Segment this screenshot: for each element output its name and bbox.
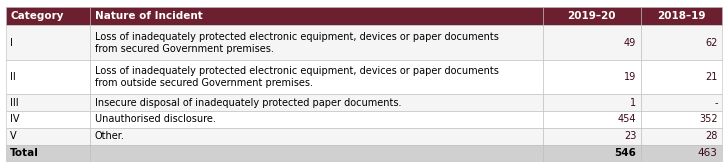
Bar: [543, 94, 641, 111]
Bar: [543, 7, 641, 25]
Bar: [641, 25, 722, 60]
Bar: [6, 60, 90, 94]
Text: 546: 546: [614, 148, 636, 158]
Text: Total: Total: [10, 148, 39, 158]
Bar: [6, 128, 90, 144]
Bar: [641, 94, 722, 111]
Bar: [90, 128, 543, 144]
Bar: [543, 128, 641, 144]
Text: Insecure disposal of inadequately protected paper documents.: Insecure disposal of inadequately protec…: [95, 98, 401, 108]
Text: -: -: [714, 98, 718, 108]
Bar: [543, 25, 641, 60]
Text: 28: 28: [705, 131, 718, 141]
Bar: [90, 25, 543, 60]
Bar: [641, 60, 722, 94]
Text: 62: 62: [705, 38, 718, 48]
Bar: [6, 94, 90, 111]
Bar: [90, 7, 543, 25]
Text: Other.: Other.: [95, 131, 124, 141]
Bar: [6, 25, 90, 60]
Text: Nature of Incident: Nature of Incident: [95, 11, 202, 21]
Text: Loss of inadequately protected electronic equipment, devices or paper documents
: Loss of inadequately protected electroni…: [95, 66, 499, 88]
Text: Loss of inadequately protected electronic equipment, devices or paper documents
: Loss of inadequately protected electroni…: [95, 32, 499, 54]
Bar: [641, 144, 722, 161]
Text: 49: 49: [624, 38, 636, 48]
Bar: [90, 60, 543, 94]
Text: 352: 352: [699, 114, 718, 124]
Bar: [641, 7, 722, 25]
Text: 454: 454: [617, 114, 636, 124]
Bar: [543, 111, 641, 128]
Bar: [90, 111, 543, 128]
Bar: [6, 111, 90, 128]
Text: 1: 1: [630, 98, 636, 108]
Text: 23: 23: [624, 131, 636, 141]
Bar: [6, 7, 90, 25]
Text: Unauthorised disclosure.: Unauthorised disclosure.: [95, 114, 215, 124]
Text: 2019–20: 2019–20: [568, 11, 616, 21]
Bar: [543, 144, 641, 161]
Text: IV: IV: [10, 114, 20, 124]
Text: II: II: [10, 72, 16, 82]
Text: I: I: [10, 38, 13, 48]
Bar: [90, 94, 543, 111]
Bar: [90, 144, 543, 161]
Text: Category: Category: [10, 11, 63, 21]
Bar: [543, 60, 641, 94]
Bar: [641, 111, 722, 128]
Text: V: V: [10, 131, 17, 141]
Text: 463: 463: [698, 148, 718, 158]
Text: 21: 21: [705, 72, 718, 82]
Text: 19: 19: [624, 72, 636, 82]
Bar: [641, 128, 722, 144]
Text: 2018–19: 2018–19: [657, 11, 705, 21]
Text: III: III: [10, 98, 19, 108]
Bar: [6, 144, 90, 161]
